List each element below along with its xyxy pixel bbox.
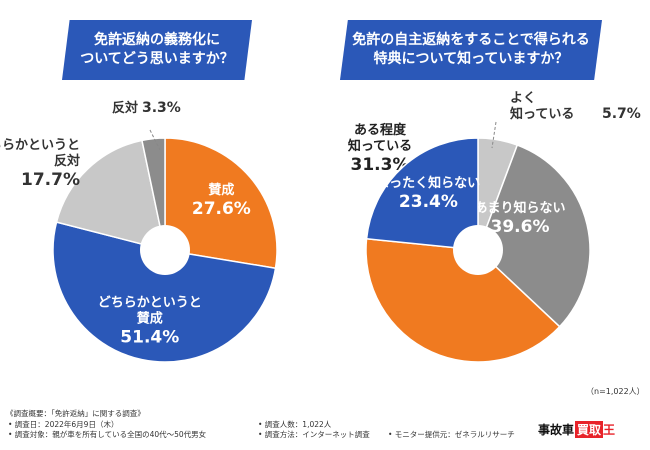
chart1-slice-4: [141, 137, 166, 251]
chart2-value-1: 5.7%: [602, 106, 641, 122]
survey-footer: 《調査概要：「免許返納」に関する調査》 • 調査日：2022年6月9日（木） •…: [0, 396, 650, 450]
footer-panel: • モニター提供元：ゼネラルリサーチ: [388, 430, 515, 439]
chart1-label-4: 反対 3.3%: [112, 100, 181, 116]
logo-part1: 事故車: [538, 422, 575, 437]
chart1-slice-3: [55, 139, 166, 252]
footer-respondents: • 調査人数：1,022人: [258, 420, 332, 429]
chart1-value-1: 27.6%: [192, 199, 251, 219]
leader-line-1: [149, 129, 161, 151]
chart2-value-2: 31.3%: [351, 155, 410, 175]
logo-part2: 買取: [575, 420, 604, 438]
chart1-value-2: 51.4%: [120, 327, 179, 347]
chart1-title: 免許返納の義務化に ついてどう思いますか？: [62, 20, 252, 80]
brand-logo: 事故車 買取王: [538, 420, 636, 438]
chart2-label-2-text-1: ある程度: [354, 122, 407, 138]
chart1-value-3: 17.7%: [21, 170, 80, 190]
chart2-slice-2: [477, 144, 591, 328]
chart2-center-hole: [453, 225, 503, 275]
chart2-label-1-text-2: 知っている: [510, 106, 574, 122]
chart2-title-line2: 特典について知っていますか？: [373, 51, 569, 67]
leader-line-2: [491, 121, 497, 149]
chart1-title-line2: ついてどう思いますか？: [80, 51, 234, 67]
chart1-label-1-text-1: 賛成: [208, 182, 234, 198]
logo-part3: 王: [603, 422, 616, 437]
chart2-title-line1: 免許の自主返納をすることで得られる: [352, 32, 590, 49]
chart2-value-3: 39.6%: [491, 217, 550, 237]
chart1-title-line1: 免許返納の義務化に: [94, 32, 220, 49]
footer-survey-name: 《調査概要：「免許返納」に関する調査》: [6, 409, 145, 418]
chart1-label-3: どちらかというと反対17.7%: [0, 138, 80, 190]
chart2-slice-3: [365, 237, 561, 363]
chart2-label-2-text-2: 知っている: [348, 138, 412, 154]
chart2-label-4-text-1: まったく知らない: [377, 175, 480, 191]
chart1-value-4: 3.3%: [142, 100, 181, 116]
chart2-title: 免許の自主返納をすることで得られる 特典について知っていますか？: [340, 20, 602, 80]
sample-size-note: （n=1,022人）: [586, 387, 645, 396]
chart2-label-1-text-1: よく: [510, 91, 536, 106]
chart2-value-4: 23.4%: [399, 192, 458, 212]
chart1-slice-1: [164, 137, 278, 270]
chart1-label-3-text-1: どちらかというと: [0, 138, 80, 153]
footer-survey-target: • 調査対象：親が車を所有している全国の40代〜50代男女: [8, 430, 207, 439]
chart1-label-4-text-1: 反対: [112, 100, 138, 116]
footer-survey-date: • 調査日：2022年6月9日（木）: [8, 420, 119, 429]
chart1-label-2-text-1: どちらかというと: [98, 295, 202, 310]
chart1-center-hole: [140, 225, 190, 275]
chart1-label-3-text-2: 反対: [54, 153, 80, 169]
chart2-label-3-text-1: あまり知らない: [474, 200, 565, 216]
footer-method: • 調査方法：インターネット調査: [258, 430, 370, 439]
chart1-label-2-text-2: 賛成: [137, 310, 163, 326]
chart1-slice-2: [52, 221, 277, 363]
chart2-slice-4: [365, 137, 479, 251]
